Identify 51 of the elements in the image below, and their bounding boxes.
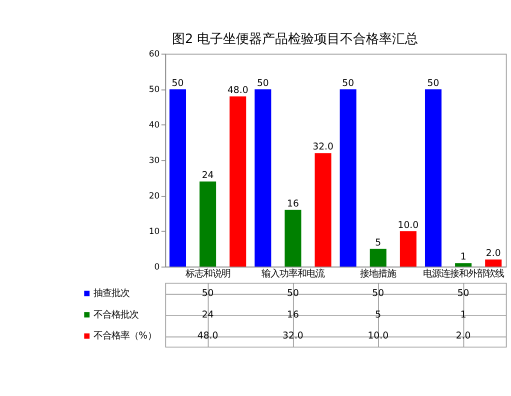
text: 24 — [202, 170, 214, 182]
y-tick-label: 10 — [148, 227, 160, 238]
bar — [340, 89, 356, 267]
chart-title: 图2 电子坐便器产品检验项目不合格率汇总 — [172, 31, 418, 48]
x-tick-label: 输入功率和电流 — [261, 268, 324, 280]
bar — [485, 260, 502, 267]
data-label: 16 — [287, 309, 299, 320]
y-tick-label: 40 — [148, 120, 160, 131]
y-tick-label: 60 — [148, 50, 160, 60]
data-label: 48.0 — [197, 330, 218, 342]
text: 1 — [460, 252, 466, 263]
data-label: 50 — [372, 288, 384, 300]
bar — [254, 89, 272, 267]
data-label: 2.0 — [456, 330, 471, 342]
text: 50 — [172, 78, 184, 89]
text: 32.0 — [312, 142, 334, 153]
data-label: 32.0 — [282, 330, 304, 342]
bar — [169, 89, 186, 267]
data-label: 50 — [457, 288, 470, 300]
text: 5 — [375, 238, 382, 248]
y-tick-label: 30 — [148, 156, 160, 166]
legend-label: 不合格率（%） — [94, 330, 157, 342]
text: 50 — [256, 78, 269, 89]
y-tick-label: 50 — [148, 85, 160, 96]
text: 2.0 — [486, 248, 501, 260]
y-tick-label: 0 — [154, 262, 160, 273]
data-label: 5 — [375, 309, 382, 320]
bar — [284, 210, 302, 267]
bar — [314, 153, 332, 267]
legend-label: 不合格批次 — [94, 309, 139, 320]
text: 10.0 — [398, 220, 419, 231]
bar — [200, 181, 216, 267]
data-label: 50 — [202, 288, 214, 300]
x-tick-label: 电源连接和外部软线 — [422, 268, 504, 280]
data-label: 24 — [202, 309, 214, 320]
bar — [370, 248, 386, 267]
legend-label: 抽查批次 — [94, 288, 130, 300]
text: 16 — [287, 198, 299, 210]
data-label: 1 — [460, 309, 466, 320]
data-label: 10.0 — [368, 330, 389, 342]
bar — [400, 231, 416, 267]
text: 50 — [342, 78, 354, 89]
data-label: 50 — [287, 288, 299, 300]
bar — [424, 89, 442, 267]
y-tick-label: 20 — [148, 192, 160, 202]
x-tick-label: 标志和说明 — [184, 268, 230, 280]
text: 50 — [427, 78, 440, 89]
x-tick-label: 接地措施 — [360, 268, 396, 280]
text: 48.0 — [227, 84, 248, 96]
bar — [230, 96, 246, 267]
bar — [455, 263, 472, 267]
